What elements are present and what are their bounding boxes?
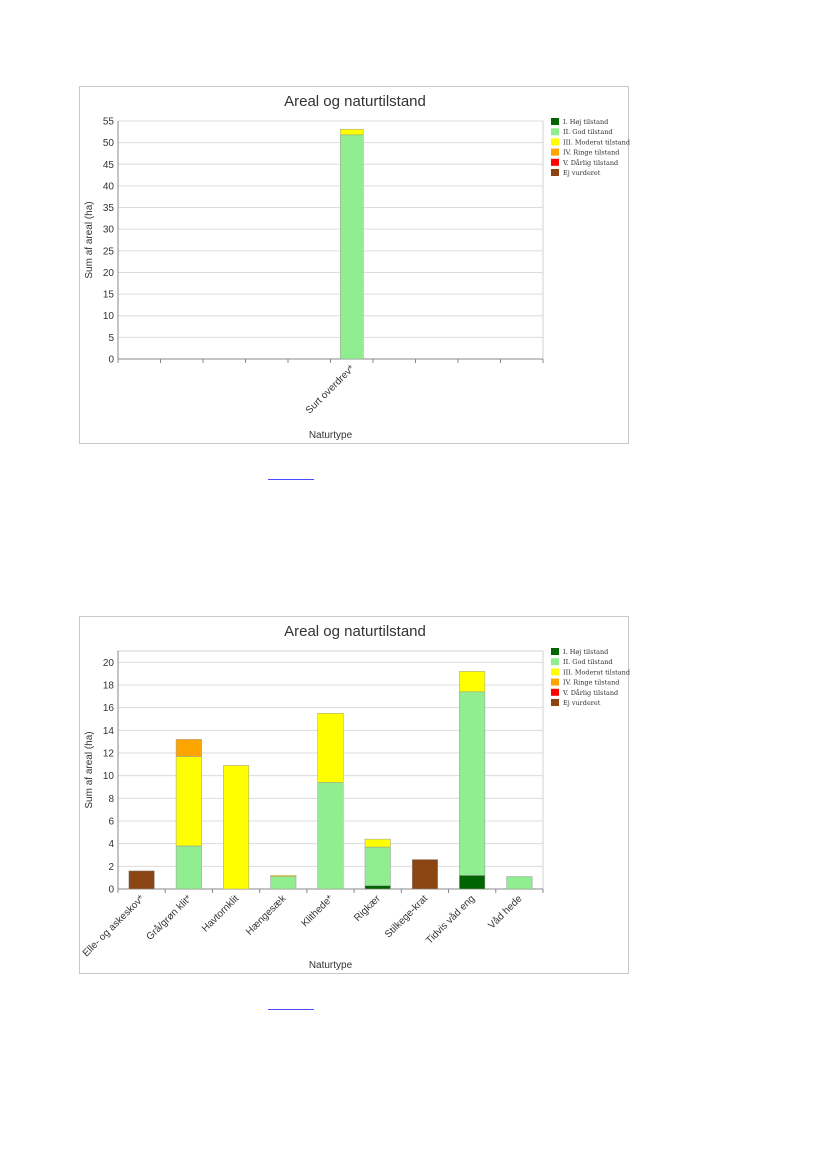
bar-segment [175, 845, 202, 890]
hyperlink-underline[interactable] [268, 479, 314, 480]
chart-title: Areal og naturtilstand [284, 623, 426, 640]
chart-svg: Areal og naturtilstand 0 5 10 15 20 25 30 35 40 45… [84, 93, 630, 441]
legend-swatch [551, 688, 559, 696]
x-tick-label: Havtornklit [200, 893, 241, 934]
legend-swatch [551, 158, 559, 166]
legend-swatch [551, 648, 559, 655]
chart-svg: Areal og naturtilstand 0 2 4 6 8 10 12 14 16 18 20 S… [81, 623, 630, 971]
bar-segment [364, 846, 391, 886]
y-tick-label: 0 [108, 885, 114, 896]
y-tick-label: 10 [103, 311, 115, 322]
y-tick-label: 50 [103, 138, 115, 149]
chart-surt-overdrev: Areal og naturtilstand 0 5 10 15 20 25 30 35 40 45… [79, 86, 630, 444]
legend-label: III. Moderat tilstand [563, 138, 630, 146]
y-axis-title: Sum af areal (ha) [84, 731, 95, 808]
bar-segment [364, 838, 391, 848]
bar-segment [128, 870, 155, 890]
legend-label: Ej vurderet [563, 699, 601, 707]
legend-swatch [551, 148, 559, 156]
x-tick-label: Surt overdrev* [304, 363, 357, 416]
legend-label: V. Dårlig tilstand [562, 688, 618, 697]
y-tick-label: 6 [108, 817, 114, 828]
legend-swatch [551, 118, 559, 125]
y-tick-label: 40 [103, 181, 115, 192]
legend-swatch [551, 128, 559, 136]
bar-segment [270, 876, 297, 890]
legend-label: IV. Ringe tilstand [563, 149, 619, 157]
legend-label: IV. Ringe tilstand [563, 679, 619, 687]
legend-swatch [551, 138, 559, 146]
chart-title: Areal og naturtilstand [284, 93, 426, 110]
y-tick-label: 12 [103, 749, 115, 760]
legend-label: I. Høj tilstand [563, 118, 608, 126]
y-tick-label: 16 [103, 703, 115, 714]
legend-swatch [551, 169, 559, 176]
legend-label: II. God tilstand [563, 128, 613, 136]
legend-swatch [551, 658, 559, 666]
legend-label: V. Dårlig tilstand [562, 158, 618, 167]
bar-segment [317, 713, 344, 783]
x-tick-label: Rigkær [352, 893, 383, 924]
bar-segment [340, 134, 364, 360]
bar-segment [411, 859, 438, 890]
bar-segment [317, 782, 344, 890]
bar-segment [175, 756, 202, 847]
bar-segment [506, 876, 533, 890]
y-tick-label: 0 [108, 355, 114, 366]
bar-segment [364, 885, 391, 890]
x-tick-label: Grå/grøn klit* [144, 893, 194, 943]
legend-swatch [551, 668, 559, 676]
y-tick-label: 2 [108, 862, 114, 873]
x-axis-title: Naturtype [309, 430, 353, 441]
y-tick-label: 20 [103, 658, 115, 669]
bar-segment [270, 875, 297, 877]
y-tick-label: 5 [108, 333, 114, 344]
x-axis-title: Naturtype [309, 960, 353, 971]
y-tick-label: 20 [103, 268, 115, 279]
x-tick-label: Elle- og askeskov* [81, 893, 147, 959]
x-tick-label: Klithede* [300, 893, 336, 929]
hyperlink-underline[interactable] [268, 1009, 314, 1010]
y-tick-label: 30 [103, 225, 115, 236]
x-tick-label: Hængesæk [244, 893, 289, 938]
y-tick-label: 4 [108, 839, 114, 850]
y-tick-label: 10 [103, 771, 115, 782]
legend: I. Høj tilstand II. God tilstand III. Mode… [551, 118, 630, 177]
y-tick-label: 35 [103, 203, 115, 214]
plot-area [117, 120, 544, 360]
bar-segment [459, 671, 486, 693]
legend-label: III. Moderat tilstand [563, 668, 630, 676]
x-tick-label: Stilkege-krat [383, 893, 430, 940]
y-axis-title: Sum af areal (ha) [84, 201, 95, 278]
legend-label: II. God tilstand [563, 658, 613, 666]
legend: I. Høj tilstand II. God tilstand III. Mode… [551, 648, 630, 707]
bar-segment [459, 875, 486, 890]
bar-segment [340, 128, 364, 136]
y-tick-label: 25 [103, 246, 115, 257]
y-tick-label: 18 [103, 681, 115, 692]
y-tick-label: 15 [103, 290, 115, 301]
y-tick-label: 8 [108, 794, 114, 805]
y-tick-label: 45 [103, 160, 115, 171]
bar-segment [459, 691, 486, 876]
y-tick-label: 55 [103, 117, 115, 128]
chart-naturtyper: Areal og naturtilstand 0 2 4 6 8 10 12 14 16 18 20 S… [79, 616, 630, 974]
legend-swatch [551, 699, 559, 706]
legend-label: I. Høj tilstand [563, 648, 608, 656]
legend-label: Ej vurderet [563, 169, 601, 177]
bar-segment [223, 765, 250, 890]
y-tick-label: 14 [103, 726, 115, 737]
x-tick-label: Tidvis våd eng [423, 893, 477, 947]
x-tick-label: Våd hede [486, 892, 525, 931]
legend-swatch [551, 678, 559, 686]
bar-segment [175, 739, 202, 757]
